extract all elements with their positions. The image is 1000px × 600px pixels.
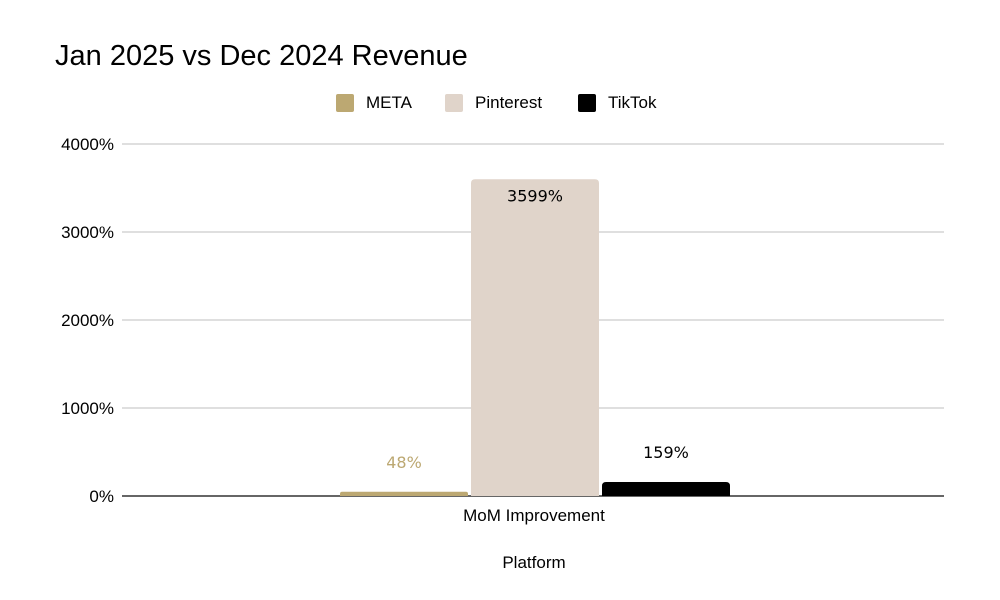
y-tick-label: 4000% bbox=[61, 135, 114, 154]
legend: META Pinterest TikTok bbox=[0, 93, 1000, 117]
legend-label-pinterest: Pinterest bbox=[475, 93, 543, 112]
x-tick-label: MoM Improvement bbox=[463, 506, 605, 525]
x-axis-title: Platform bbox=[502, 553, 565, 572]
data-label-meta: 48% bbox=[386, 453, 422, 472]
legend-swatch-pinterest bbox=[445, 94, 463, 112]
legend-item-pinterest: Pinterest bbox=[445, 93, 542, 113]
legend-swatch-tiktok bbox=[578, 94, 596, 112]
legend-label-tiktok: TikTok bbox=[608, 93, 657, 112]
data-label-tiktok: 159% bbox=[643, 443, 689, 462]
chart-title: Jan 2025 vs Dec 2024 Revenue bbox=[55, 40, 468, 72]
y-tick-label: 3000% bbox=[61, 223, 114, 242]
legend-item-tiktok: TikTok bbox=[578, 93, 657, 113]
bar-meta bbox=[340, 491, 468, 496]
legend-item-meta: META bbox=[336, 93, 412, 113]
data-label-pinterest: 3599% bbox=[507, 186, 563, 205]
bar-pinterest bbox=[471, 179, 599, 496]
y-tick-label: 0% bbox=[89, 487, 114, 506]
legend-swatch-meta bbox=[336, 94, 354, 112]
y-tick-label: 1000% bbox=[61, 399, 114, 418]
bar-tiktok bbox=[602, 482, 730, 496]
y-tick-label: 2000% bbox=[61, 311, 114, 330]
legend-label-meta: META bbox=[366, 93, 412, 112]
